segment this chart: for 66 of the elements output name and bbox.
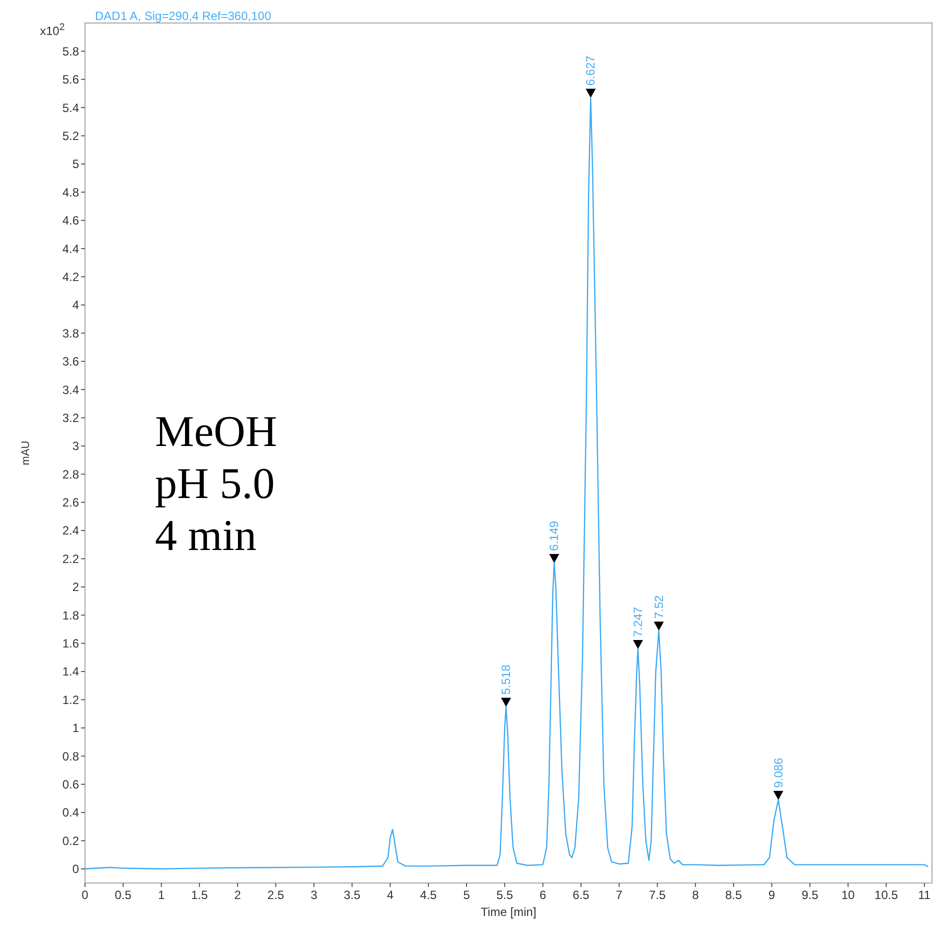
x-tick-label: 10 xyxy=(841,888,856,902)
x-tick-label: 1 xyxy=(158,888,165,902)
y-tick-label: 2.6 xyxy=(62,496,80,510)
x-tick-label: 5 xyxy=(463,888,470,902)
y-tick-label: 1.4 xyxy=(62,664,80,679)
x-tick-label: 7 xyxy=(616,888,623,902)
annotation: 4 min xyxy=(155,510,256,560)
y-tick-label: 0.4 xyxy=(62,806,80,820)
y-tick-label: 2.4 xyxy=(62,524,80,538)
y-tick-label: 2 xyxy=(72,580,80,594)
y-tick-label: 4.8 xyxy=(62,185,80,200)
y-tick-label: 3 xyxy=(72,439,80,454)
y-tick-label: 5.2 xyxy=(62,128,80,143)
y-tick-label: 5.4 xyxy=(62,100,80,115)
y-tick-label: 1 xyxy=(72,721,80,736)
x-tick-label: 6.5 xyxy=(572,888,590,902)
x-tick-label: 2.5 xyxy=(267,888,284,902)
annotation: 6.627 xyxy=(584,55,598,86)
x-tick-label: 8 xyxy=(692,888,700,902)
y-tick-label: 5.6 xyxy=(62,72,80,87)
y-tick-label: 1.6 xyxy=(62,636,80,651)
chart-title: DAD1 A, Sig=290,4 Ref=360,100 xyxy=(95,9,272,23)
annotation: 6.149 xyxy=(547,520,562,551)
x-tick-label: 5.5 xyxy=(496,888,514,902)
annotation: pH 5.0 xyxy=(155,458,275,508)
x-tick-label: 11 xyxy=(918,888,931,902)
y-tick-label: 3.2 xyxy=(62,410,80,425)
x-tick-label: 8.5 xyxy=(725,888,742,902)
x-tick-label: 6 xyxy=(539,888,546,902)
x-tick-label: 10.5 xyxy=(874,888,898,902)
y-tick-label: 5 xyxy=(72,157,80,172)
x-tick-label: 2 xyxy=(234,888,242,902)
x-tick-label: 3 xyxy=(310,888,318,902)
y-tick-label: 4.6 xyxy=(62,214,80,228)
y-tick-label: 1.2 xyxy=(62,692,80,707)
y-tick-label: 3.8 xyxy=(62,326,80,340)
x-tick-label: 9 xyxy=(768,888,776,902)
y-tick-label: 5.8 xyxy=(62,44,80,58)
y-tick-label: 0.8 xyxy=(62,749,80,764)
y-axis-title: mAU xyxy=(20,440,32,466)
y-tick-label: 0 xyxy=(72,862,80,876)
x-tick-label: 1.5 xyxy=(191,888,208,902)
y-tick-label: 0.6 xyxy=(62,778,80,792)
x-tick-label: 7.5 xyxy=(648,888,666,902)
y-tick-label: 2.8 xyxy=(62,467,80,482)
annotation: 5.518 xyxy=(499,664,514,695)
y-tick-label: 4.4 xyxy=(62,242,80,256)
y-tick-label: 3.4 xyxy=(62,382,80,397)
y-tick-label: 4 xyxy=(72,298,80,312)
annotation: MeOH xyxy=(155,406,278,456)
y-tick-label: 0.2 xyxy=(62,834,80,848)
x-tick-label: 3.5 xyxy=(344,888,361,902)
x-axis-title: Time [min] xyxy=(480,905,536,919)
y-tick-label: 2.2 xyxy=(62,552,80,566)
y-tick-label: 1.8 xyxy=(62,608,80,622)
text: x10$^{2}$ xyxy=(40,22,65,38)
x-tick-label: 0.5 xyxy=(114,888,132,902)
y-tick-label: 3.6 xyxy=(62,354,80,369)
annotation: 7.247 xyxy=(630,606,645,637)
x-tick-label: 4.5 xyxy=(420,888,438,902)
x-tick-label: 4 xyxy=(386,888,394,902)
annotation: 9.086 xyxy=(771,757,786,788)
x-tick-label: 9.5 xyxy=(802,888,819,902)
x-tick-label: 0 xyxy=(82,888,89,902)
annotation: 7.52 xyxy=(652,594,666,619)
y-tick-label: 4.2 xyxy=(62,270,80,284)
